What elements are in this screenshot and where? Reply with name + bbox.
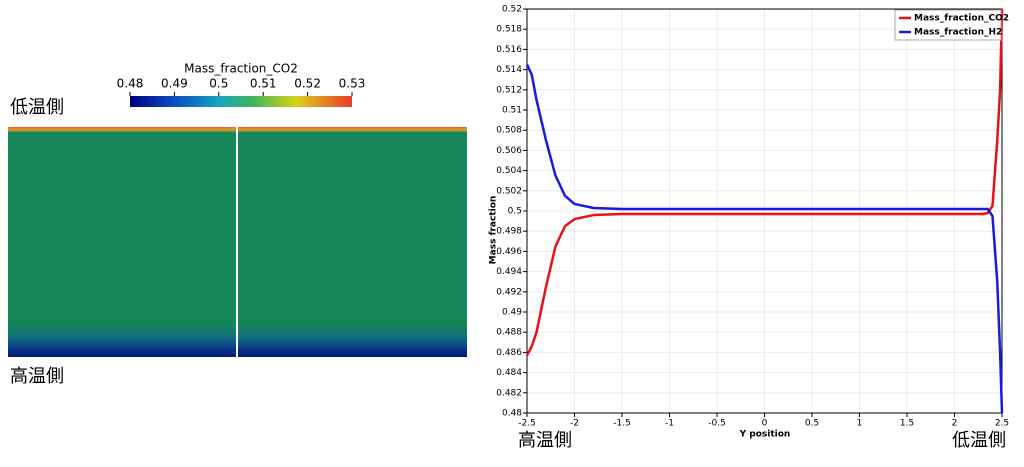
y-tick-label: 0.51 bbox=[502, 106, 522, 116]
x-tick-label: 1.5 bbox=[900, 419, 914, 429]
x-tick-label: -1 bbox=[665, 419, 674, 429]
y-tick-label: 0.52 bbox=[502, 5, 522, 15]
y-tick-label: 0.514 bbox=[496, 65, 522, 75]
plot-frame bbox=[526, 8, 1003, 414]
x-tick-label: 0 bbox=[762, 419, 768, 429]
y-tick-label: 0.49 bbox=[502, 308, 522, 318]
series-line bbox=[525, 64, 1004, 414]
y-tick-label: 0.494 bbox=[496, 267, 522, 277]
y-tick-label: 0.502 bbox=[496, 186, 522, 196]
colorbar-tick-label: 0.52 bbox=[294, 77, 321, 91]
y-axis-label: Mass fraction bbox=[489, 196, 499, 265]
colorbar bbox=[130, 96, 352, 107]
y-tick-label: 0.482 bbox=[496, 388, 522, 398]
colorbar-tick-label: 0.48 bbox=[117, 77, 144, 91]
y-tick-label: 0.48 bbox=[502, 409, 522, 419]
y-tick-label: 0.518 bbox=[496, 25, 522, 35]
x-tick-label: -2.5 bbox=[518, 419, 536, 429]
legend-label: Mass_fraction_H2 bbox=[914, 28, 1002, 38]
annotation: 低温側 bbox=[952, 430, 1006, 451]
y-tick-label: 0.506 bbox=[496, 146, 522, 156]
x-tick-label: -1.5 bbox=[613, 419, 631, 429]
x-tick-label: 2.5 bbox=[995, 419, 1009, 429]
y-tick-label: 0.5 bbox=[508, 207, 522, 217]
x-axis-label: Y position bbox=[739, 430, 791, 440]
y-tick-label: 0.516 bbox=[496, 45, 522, 55]
y-tick-label: 0.498 bbox=[496, 227, 522, 237]
legend-box bbox=[894, 9, 1002, 41]
colorbar-tick-label: 0.49 bbox=[161, 77, 188, 91]
y-tick-label: 0.486 bbox=[496, 348, 522, 358]
colorbar-tick-label: 0.51 bbox=[250, 77, 277, 91]
x-tick-label: -0.5 bbox=[708, 419, 726, 429]
y-tick-label: 0.508 bbox=[496, 126, 522, 136]
series-line bbox=[525, 8, 1004, 357]
colorbar-title: Mass_fraction_CO2 bbox=[184, 62, 298, 76]
label-bottom: 高温側 bbox=[10, 366, 64, 387]
colorbar-tick-label: 0.5 bbox=[209, 77, 228, 91]
y-tick-label: 0.496 bbox=[496, 247, 522, 257]
y-tick-label: 0.488 bbox=[496, 328, 522, 338]
label-top: 低温側 bbox=[10, 97, 64, 118]
y-tick-label: 0.484 bbox=[496, 368, 522, 378]
x-tick-label: 1 bbox=[857, 419, 863, 429]
colorbar-tick-label: 0.53 bbox=[339, 77, 366, 91]
y-tick-label: 0.512 bbox=[496, 85, 522, 95]
x-tick-label: 2 bbox=[952, 419, 958, 429]
y-tick-label: 0.504 bbox=[496, 166, 522, 176]
x-tick-label: 0.5 bbox=[805, 419, 819, 429]
y-tick-label: 0.492 bbox=[496, 287, 522, 297]
x-tick-label: -2 bbox=[570, 419, 579, 429]
legend-label: Mass_fraction_CO2 bbox=[914, 14, 1009, 24]
annotation: 高温側 bbox=[518, 430, 572, 451]
